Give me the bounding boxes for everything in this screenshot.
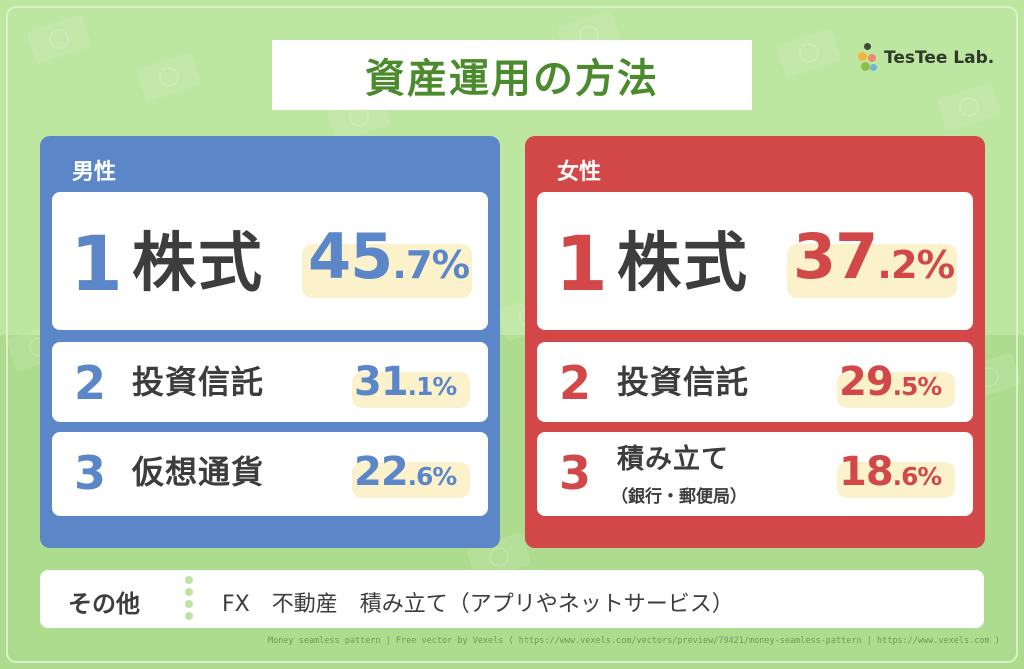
male-heading: 男性 xyxy=(72,160,117,185)
dotted-separator xyxy=(185,576,193,622)
percent-value: 18.6% xyxy=(839,449,942,495)
logo-text: TesTee Lab. xyxy=(884,48,995,68)
rank-number: 3 xyxy=(559,446,592,500)
rank-number: 1 xyxy=(555,219,608,308)
method-name: 株式 xyxy=(132,227,264,301)
percent-highlight xyxy=(302,244,472,298)
method-name: 仮想通貨 xyxy=(132,453,265,491)
male-panel: 男性 1 株式 45.7% 2 投資信託 31.1% 3 仮想通貨 22.6% xyxy=(40,136,500,548)
image-credit: Money seamless pattern | Free vector by … xyxy=(268,636,1000,646)
percent-highlight xyxy=(352,462,470,498)
rank-number: 2 xyxy=(559,356,592,410)
male-rank-1-card: 1 株式 45.7% xyxy=(52,192,488,330)
method-name: 投資信託 xyxy=(132,363,265,401)
other-methods-bar: その他 FX 不動産 積み立て（アプリやネットサービス） xyxy=(40,570,984,628)
female-heading: 女性 xyxy=(557,160,602,185)
percent-value: 31.1% xyxy=(354,359,457,405)
percent-highlight xyxy=(787,244,957,298)
other-label: その他 xyxy=(68,590,140,618)
male-rank-3-card: 3 仮想通貨 22.6% xyxy=(52,432,488,516)
method-subname: （銀行・郵便局） xyxy=(611,487,747,507)
method-name: 株式 xyxy=(617,227,749,301)
flask-logo-icon xyxy=(858,43,878,73)
rank-number: 1 xyxy=(70,219,123,308)
percent-highlight xyxy=(352,372,470,408)
female-rank-3-card: 3 積み立て （銀行・郵便局） 18.6% xyxy=(537,432,973,516)
percent-value: 37.2% xyxy=(793,220,955,293)
method-name: 積み立て xyxy=(617,444,729,475)
male-rank-2-card: 2 投資信託 31.1% xyxy=(52,342,488,422)
rank-number: 2 xyxy=(74,356,107,410)
female-rank-2-card: 2 投資信託 29.5% xyxy=(537,342,973,422)
page-title: 資産運用の方法 xyxy=(365,56,659,102)
other-methods-text: FX 不動産 積み立て（アプリやネットサービス） xyxy=(222,592,734,617)
rank-number: 3 xyxy=(74,446,107,500)
female-rank-1-card: 1 株式 37.2% xyxy=(537,192,973,330)
percent-highlight xyxy=(837,462,955,498)
percent-value: 22.6% xyxy=(354,449,457,495)
method-name: 投資信託 xyxy=(617,363,750,401)
title-box: 資産運用の方法 xyxy=(272,40,752,110)
brand-logo: TesTee Lab. xyxy=(858,43,994,73)
percent-highlight xyxy=(837,372,955,408)
female-panel: 女性 1 株式 37.2% 2 投資信託 29.5% 3 積み立て （銀行・郵便… xyxy=(525,136,985,548)
background-frame xyxy=(6,6,1018,663)
percent-value: 29.5% xyxy=(839,359,942,405)
percent-value: 45.7% xyxy=(308,220,470,293)
